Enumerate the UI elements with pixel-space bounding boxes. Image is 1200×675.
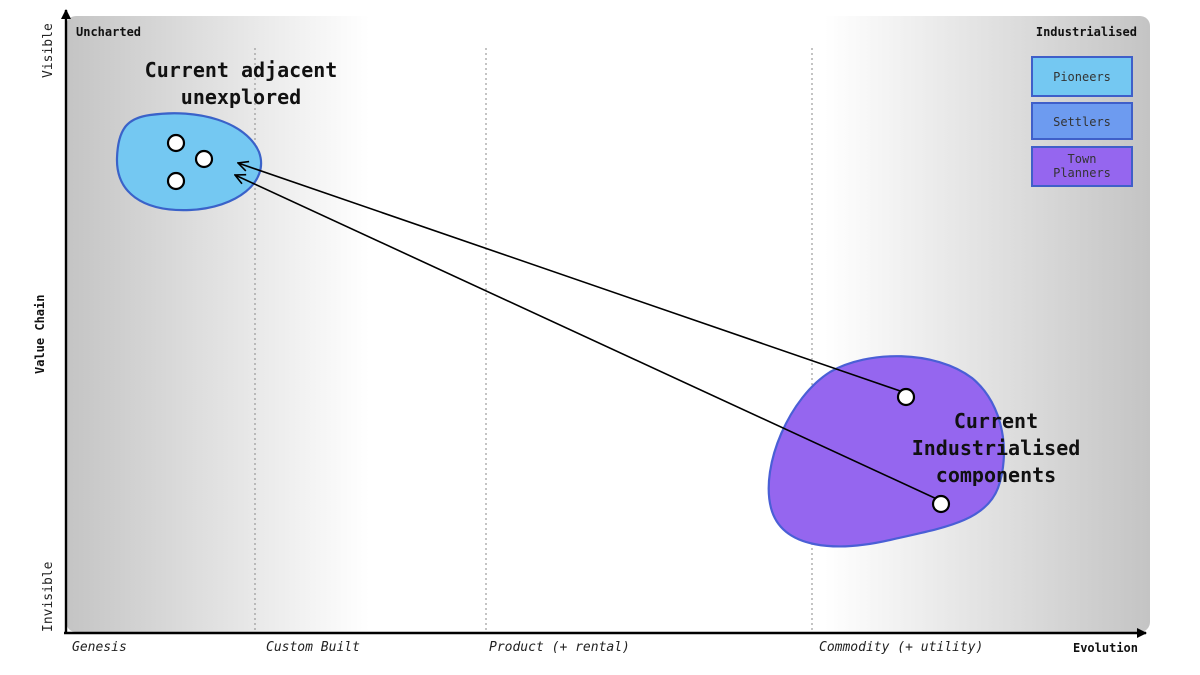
legend-label-settlers: Settlers	[1053, 115, 1111, 129]
stage-label-custom-built: Custom Built	[266, 640, 360, 655]
component-point-adjacent-2	[194, 149, 214, 169]
stage-label-commodity: Commodity (+ utility)	[819, 640, 983, 655]
arrow-upper	[238, 163, 907, 394]
arrow-lower	[235, 175, 940, 501]
legend-swatch-settlers	[1031, 102, 1133, 140]
component-point-industrialised-2	[931, 494, 951, 514]
adjacent-unexplored-label-line-2: unexplored	[181, 85, 301, 109]
x-axis-title: Evolution	[1073, 641, 1138, 655]
corner-industrialised: Industrialised	[1036, 25, 1137, 39]
industrialised-label-line-2: Industrialised	[912, 436, 1081, 460]
corner-uncharted: Uncharted	[76, 25, 141, 39]
adjacent-unexplored-label-line-1: Current adjacent	[145, 58, 338, 82]
legend-swatch-pioneers	[1031, 56, 1133, 97]
industrialised-label-line-3: components	[936, 463, 1056, 487]
y-axis-title: Value Chain	[33, 295, 47, 374]
legend-label-town-planners-line-2: Planners	[1053, 166, 1111, 180]
industrialised-label: Current Industrialised components	[912, 409, 1081, 487]
stage-label-genesis: Genesis	[72, 640, 127, 655]
legend-label-town-planners-line-1: Town	[1068, 152, 1097, 166]
adjacent-unexplored-region	[115, 112, 263, 212]
legend-label-town-planners: Town Planners	[1053, 152, 1111, 180]
industrialised-label-line-1: Current	[954, 409, 1038, 433]
stage-label-product: Product (+ rental)	[489, 640, 630, 655]
adjacent-unexplored-label: Current adjacent unexplored	[145, 58, 338, 109]
y-axis-visible-label: Visible	[41, 23, 56, 78]
legend-swatch-town-planners	[1031, 146, 1133, 187]
legend-label-pioneers: Pioneers	[1053, 70, 1111, 84]
component-point-adjacent-3	[166, 171, 186, 191]
legend: Pioneers Settlers Town Planners	[1031, 56, 1133, 187]
component-point-adjacent-1	[166, 133, 186, 153]
component-point-industrialised-1	[896, 387, 916, 407]
y-axis-invisible-label: Invisible	[41, 561, 56, 632]
